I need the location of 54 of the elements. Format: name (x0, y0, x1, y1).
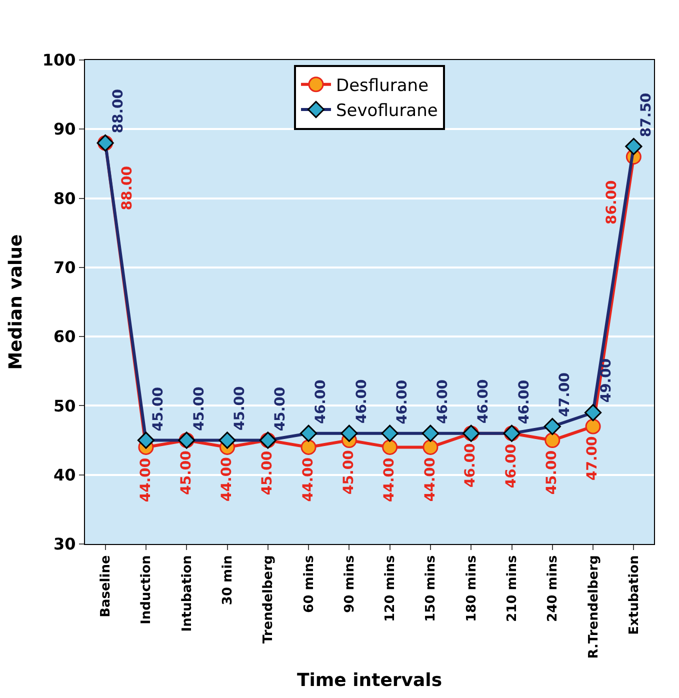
data-label: 45.00 (272, 386, 289, 432)
data-label: 45.00 (260, 450, 276, 496)
data-label: 46.00 (354, 379, 370, 424)
y-tick-label: 40 (54, 465, 76, 484)
data-label: 45.00 (340, 450, 357, 494)
data-label: 47.00 (556, 372, 573, 417)
data-label: 45.00 (150, 386, 167, 432)
y-tick-label: 60 (54, 327, 76, 346)
y-tick-label: 30 (54, 534, 76, 554)
x-tick-label: 30 min (220, 555, 236, 606)
y-tick-label: 70 (54, 258, 76, 278)
data-label: 45.00 (544, 450, 560, 495)
x-axis-title: Time intervals (296, 670, 442, 691)
x-tick-label: 210 mins (504, 554, 520, 622)
data-label: 45.00 (191, 386, 208, 431)
data-label: 46.00 (394, 380, 410, 424)
x-tick-label: Trendelberg (261, 555, 276, 644)
data-label: 44.00 (422, 457, 438, 502)
x-tick-label: 180 mins (464, 554, 480, 622)
data-label: 86.00 (604, 180, 620, 224)
data-label: 44.00 (300, 457, 316, 502)
legend-label: Desflurane (336, 76, 429, 96)
y-tick-label: 100 (42, 50, 76, 70)
x-tick-label: Induction (139, 555, 154, 624)
data-label: 46.00 (435, 379, 452, 424)
data-label: 44.00 (138, 458, 154, 502)
x-tick-label: 60 mins (302, 554, 317, 613)
x-tick-label: 90 mins (342, 554, 358, 613)
x-tick-label: 240 mins (546, 554, 561, 622)
x-tick-label: Intubation (180, 555, 195, 632)
x-tick-label: 150 mins (424, 554, 439, 622)
data-label: 44.00 (382, 457, 398, 502)
y-axis-title: Median value (6, 234, 27, 370)
data-label: 46.00 (462, 442, 479, 488)
data-label: 47.00 (584, 436, 601, 480)
x-tick-label: Extubation (626, 555, 642, 635)
y-tick-label: 50 (54, 396, 76, 416)
legend-label: Sevoflurane (336, 101, 438, 122)
data-label: 87.50 (638, 92, 654, 138)
x-tick-label: Baseline (98, 555, 114, 618)
data-label: 49.00 (598, 358, 614, 403)
data-label: 88.00 (110, 88, 126, 134)
data-label: 46.00 (516, 380, 532, 424)
data-label: 46.00 (476, 378, 492, 424)
data-label: 44.00 (219, 456, 236, 502)
y-tick-label: 90 (54, 120, 76, 139)
data-label: 45.00 (178, 450, 194, 495)
data-label: 88.00 (119, 166, 136, 210)
data-label: 46.00 (313, 379, 330, 424)
y-tick-label: 80 (54, 188, 76, 208)
x-tick-label: 120 mins (383, 554, 398, 622)
data-label: 46.00 (503, 444, 520, 488)
x-tick-label: R.Trendelberg (586, 555, 602, 659)
data-label: 45.00 (232, 386, 248, 431)
